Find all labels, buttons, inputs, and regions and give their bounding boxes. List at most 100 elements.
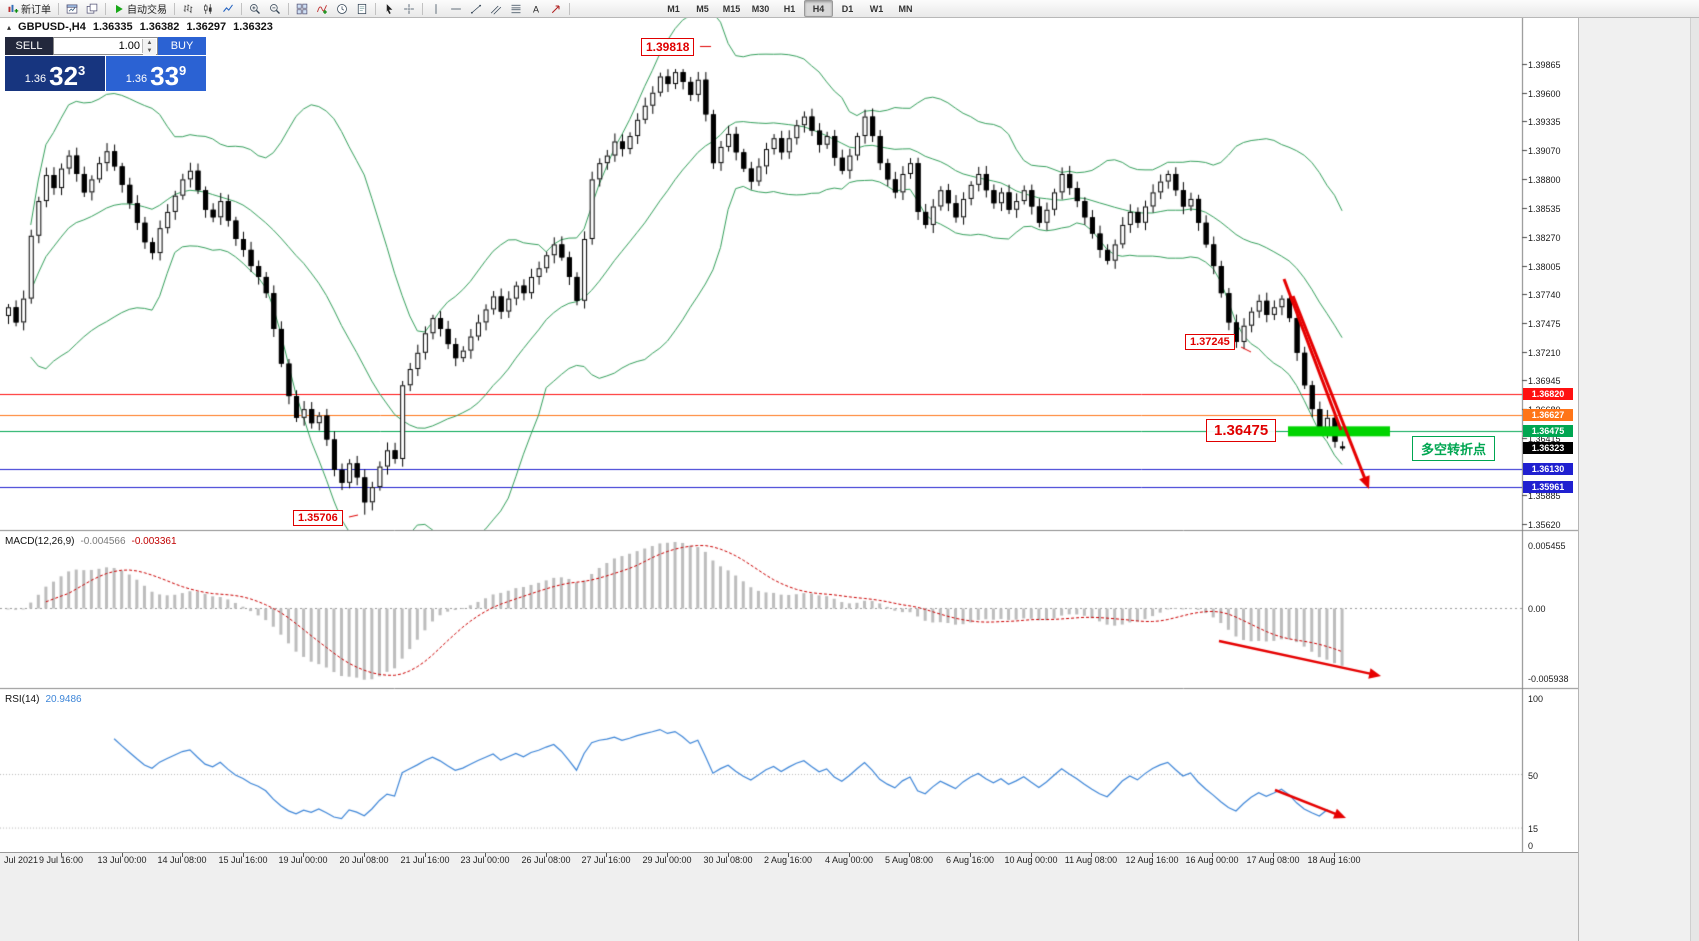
- fibonacci-button[interactable]: [506, 0, 526, 17]
- timeframe-m30-button[interactable]: M30: [751, 3, 770, 14]
- price-level-tag: 1.36475: [1523, 425, 1573, 438]
- crosshair-button[interactable]: [399, 0, 419, 17]
- timeframe-m1-button[interactable]: M1: [667, 3, 680, 14]
- time-axis-tick: [1152, 853, 1153, 857]
- channel-icon: [490, 3, 502, 15]
- price-level-tag: 1.36627: [1523, 408, 1573, 421]
- price-level-tag: 1.35961: [1523, 481, 1573, 494]
- time-axis-label: 9 Jul 16:00: [38, 855, 84, 865]
- candlestick-chart-button[interactable]: [198, 0, 218, 17]
- vertical-line-button[interactable]: [426, 0, 446, 17]
- timeframe-h4-button[interactable]: H4: [804, 0, 833, 17]
- time-axis-label: 27 Jul 16:00: [581, 855, 631, 865]
- toolbar-separator: [288, 2, 289, 15]
- time-axis-label: 29 Jul 00:00: [642, 855, 692, 865]
- trendline-button[interactable]: [466, 0, 486, 17]
- price-axis-label: 1.39335: [1528, 117, 1561, 128]
- fibonacci-icon: [510, 3, 522, 15]
- spinner-up-icon[interactable]: ▲: [143, 39, 156, 47]
- annotation-turning-point: 多空转折点: [1412, 436, 1496, 461]
- channel-button[interactable]: [486, 0, 506, 17]
- time-axis-tick: [182, 853, 183, 857]
- timeframe-w1-button[interactable]: W1: [869, 3, 884, 14]
- vertical-scrollbar[interactable]: [1690, 17, 1699, 941]
- time-axis-label: Jul 2021: [4, 855, 39, 865]
- bar-chart-button[interactable]: [178, 0, 198, 17]
- price-level-tag: 1.36323: [1523, 441, 1573, 454]
- line-chart-button[interactable]: [218, 0, 238, 17]
- rsi-title: RSI(14): [5, 694, 40, 705]
- zoom-out-button[interactable]: [265, 0, 285, 17]
- time-axis-tick: [303, 853, 304, 857]
- volume-spinner[interactable]: ▲ ▼: [142, 39, 156, 55]
- arrows-button[interactable]: [546, 0, 566, 17]
- zoom-out-icon: [269, 3, 281, 15]
- rsi-scale-label: 50: [1528, 770, 1539, 781]
- macd-signal-value: -0.003361: [131, 536, 177, 547]
- trendline-icon: [470, 3, 482, 15]
- timeframe-mn-button[interactable]: MN: [898, 3, 913, 14]
- tile-windows-icon: [296, 3, 308, 15]
- periods-button[interactable]: [332, 0, 352, 17]
- new-order-button[interactable]: 新订单: [3, 0, 55, 17]
- symbol-ohlc-line: ▴ GBPUSD-,H4 1.36335 1.36382 1.36297 1.3…: [7, 21, 273, 33]
- timeframe-d1-button[interactable]: D1: [841, 3, 854, 14]
- right-filler: [1578, 17, 1699, 941]
- time-axis-tick: [364, 853, 365, 857]
- price-axis-label: 1.38800: [1528, 175, 1561, 186]
- chart-window-icon: [66, 3, 78, 15]
- chart-windows-button[interactable]: [62, 0, 82, 17]
- templates-button[interactable]: [352, 0, 372, 17]
- time-axis: [0, 852, 1578, 870]
- buy-quote[interactable]: 1.36 33 9: [106, 56, 206, 91]
- volume-input[interactable]: 1.00 ▲ ▼: [53, 37, 158, 55]
- tile-windows-button[interactable]: [292, 0, 312, 17]
- price-axis-label: 1.36945: [1528, 376, 1561, 387]
- text-button[interactable]: A: [526, 0, 546, 17]
- one-click-trading-panel: SELL 1.00 ▲ ▼ BUY 1.36 32 3 1.36 33 9: [5, 37, 206, 91]
- toolbar-separator: [58, 2, 59, 15]
- timeframe-h1-button[interactable]: H1: [783, 3, 796, 14]
- one-click-collapse-icon[interactable]: ▴: [7, 22, 12, 32]
- high-value: 1.36382: [139, 21, 180, 33]
- time-axis-tick: [1091, 853, 1092, 857]
- time-axis-tick: [667, 853, 668, 857]
- horizontal-line-button[interactable]: [446, 0, 466, 17]
- macd-label: MACD(12,26,9) -0.004566 -0.003361: [5, 536, 177, 547]
- line-chart-icon: [222, 3, 234, 15]
- annotation-low-price: 1.35706: [293, 510, 343, 526]
- candlestick-icon: [202, 3, 214, 15]
- spinner-down-icon[interactable]: ▼: [143, 47, 156, 55]
- sell-quote[interactable]: 1.36 32 3: [5, 56, 105, 91]
- template-icon: [356, 3, 368, 15]
- low-value: 1.36297: [186, 21, 227, 33]
- time-axis-tick: [1273, 853, 1274, 857]
- time-axis-label: 30 Jul 08:00: [703, 855, 753, 865]
- vertical-line-icon: [430, 3, 442, 15]
- price-axis-label: 1.39865: [1528, 60, 1561, 70]
- zoom-in-button[interactable]: [245, 0, 265, 17]
- price-axis-label: 1.38005: [1528, 261, 1561, 272]
- indicators-button[interactable]: [312, 0, 332, 17]
- time-axis-label: 11 Aug 08:00: [1064, 855, 1118, 865]
- symbol-name: GBPUSD-,H4: [18, 21, 86, 33]
- cursor-button[interactable]: [379, 0, 399, 17]
- time-axis-label: 2 Aug 16:00: [763, 855, 813, 865]
- autotrading-button[interactable]: 自动交易: [109, 0, 171, 17]
- timeframe-m5-button[interactable]: M5: [696, 3, 709, 14]
- annotation-high-price: 1.39818: [641, 38, 695, 56]
- time-axis-label: 6 Aug 16:00: [945, 855, 995, 865]
- time-axis-label: 19 Jul 00:00: [278, 855, 328, 865]
- new-order-button-label: 新订单: [21, 5, 51, 16]
- time-axis-tick: [546, 853, 547, 857]
- sell-button[interactable]: SELL: [5, 37, 53, 55]
- volume-value: 1.00: [118, 40, 140, 52]
- buy-price-pip: 9: [179, 63, 187, 78]
- buy-button[interactable]: BUY: [158, 37, 206, 55]
- annotation-pivot-price: 1.36475: [1206, 419, 1277, 442]
- time-axis-tick: [1334, 853, 1335, 857]
- timeframe-m15-button[interactable]: M15: [722, 3, 741, 14]
- profiles-button[interactable]: [82, 0, 102, 17]
- price-axis-label: 1.37210: [1528, 347, 1561, 358]
